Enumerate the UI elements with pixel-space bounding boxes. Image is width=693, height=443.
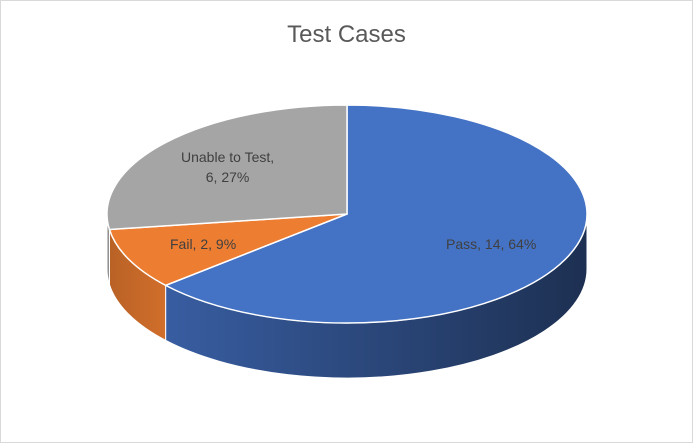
slice-unable-to-test	[106, 104, 348, 231]
data-label-pass: Pass, 14, 64%	[446, 236, 537, 252]
chart-title: Test Cases	[287, 21, 406, 48]
data-label-fail: Fail, 2, 9%	[170, 236, 237, 252]
data-label-unable-to-test: Unable to Test, 6, 27%	[181, 149, 275, 185]
slice-pass	[163, 104, 588, 324]
slice-fail	[108, 213, 348, 287]
